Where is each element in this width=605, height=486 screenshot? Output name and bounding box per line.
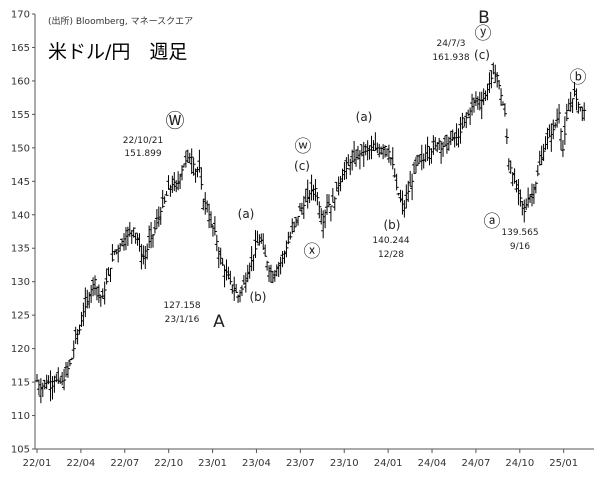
peak-value-label: 151.899 xyxy=(124,149,161,159)
wave-label-b2: (b) xyxy=(384,218,401,232)
x-tick-label: 24/10 xyxy=(505,458,534,469)
price-bars xyxy=(35,62,587,404)
axes xyxy=(32,13,594,453)
x-tick-label: 24/01 xyxy=(374,458,403,469)
wave-label-a2: (a) xyxy=(356,110,373,124)
low2-value-label: 139.565 xyxy=(501,228,538,238)
y-tick-label: 105 xyxy=(11,445,30,456)
source-note: (出所) Bloomberg, マネースクエア xyxy=(48,15,193,27)
wave-label-a-circle: ⓐ xyxy=(484,212,501,232)
wave-label-b1: (b) xyxy=(250,290,267,304)
y-tick-label: 145 xyxy=(11,177,30,188)
wave-label-x: ⓧ xyxy=(304,242,321,262)
y-tick-label: 120 xyxy=(11,344,30,355)
y-tick-label: 130 xyxy=(11,277,30,288)
y-tick-label: 165 xyxy=(11,43,30,54)
y-tick-label: 155 xyxy=(11,110,30,121)
x-tick-label: 23/07 xyxy=(286,458,315,469)
wave-label-c2: (c) xyxy=(474,48,490,62)
x-tick-label: 22/01 xyxy=(23,458,52,469)
peak2-date-label: 24/7/3 xyxy=(437,39,466,49)
x-tick-label: 24/07 xyxy=(462,458,491,469)
annotations: Ⓦ22/10/21 151.899 127.158 23/1/16 A (a) (b) ⓦ (c… xyxy=(123,8,587,332)
x-tick-label: 23/01 xyxy=(198,458,227,469)
wave-label-A: A xyxy=(213,312,225,332)
x-tick-label: 24/04 xyxy=(418,458,447,469)
wave-label-b-circle: ⓑ xyxy=(570,68,587,88)
x-tick-label: 23/10 xyxy=(330,458,359,469)
y-tick-label: 115 xyxy=(11,378,30,389)
wave-label-W: Ⓦ xyxy=(165,110,184,132)
y-tick-label: 110 xyxy=(11,411,30,422)
x-tick-labels: 22/01 22/04 22/07 22/10 23/01 23/04 23/07 23/10… xyxy=(23,458,579,469)
wave-label-a1: (a) xyxy=(238,207,255,221)
x-tick-label: 25/01 xyxy=(549,458,578,469)
b2-value-label: 140.244 xyxy=(372,236,409,246)
x-tick-label: 22/07 xyxy=(110,458,139,469)
peak-date-label: 22/10/21 xyxy=(123,136,163,146)
x-tick-label: 22/04 xyxy=(66,458,95,469)
x-tick-label: 22/10 xyxy=(154,458,183,469)
b2-date-label: 12/28 xyxy=(378,250,404,260)
wave-label-c1: (c) xyxy=(294,159,310,173)
y-tick-label: 135 xyxy=(11,244,30,255)
low2-date-label: 9/16 xyxy=(510,242,530,252)
y-tick-label: 140 xyxy=(11,210,30,221)
y-tick-label: 150 xyxy=(11,143,30,154)
x-tick-label: 23/04 xyxy=(242,458,271,469)
peak2-value-label: 161.938 xyxy=(432,53,469,63)
low-value-label: 127.158 xyxy=(163,301,200,311)
chart-title: 米ドル/円 週足 xyxy=(48,41,187,63)
wave-label-y: ⓨ xyxy=(475,24,492,44)
low-date-label: 23/1/16 xyxy=(165,315,200,325)
y-tick-label: 170 xyxy=(11,10,30,21)
y-tick-label: 125 xyxy=(11,311,30,322)
y-tick-labels: 105 110 115 120 125 130 135 140 145 150 155 160 165 1… xyxy=(11,10,30,456)
y-tick-label: 160 xyxy=(11,76,30,87)
wave-label-w-small: ⓦ xyxy=(295,137,312,157)
wave-label-B: B xyxy=(478,8,490,28)
